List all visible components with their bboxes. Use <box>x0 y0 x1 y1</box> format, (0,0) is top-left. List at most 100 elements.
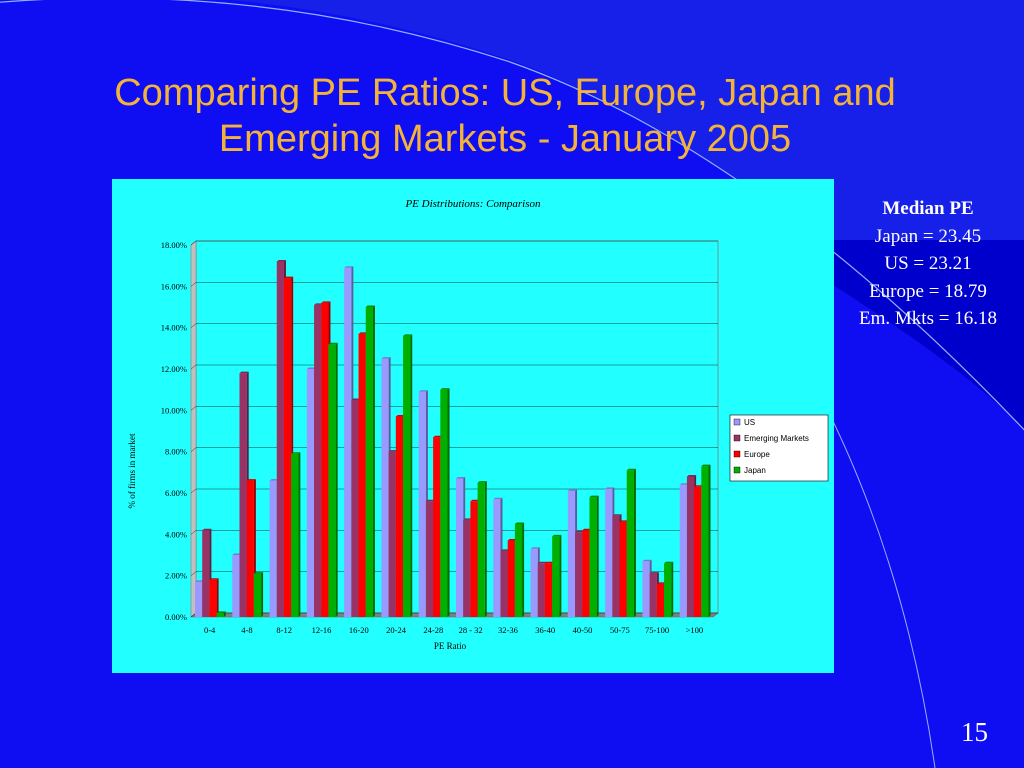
y-tick-label: 6.00% <box>165 488 187 498</box>
y-tick-label: 10.00% <box>161 405 187 415</box>
bar-top <box>664 561 674 564</box>
bar-face <box>701 466 709 617</box>
bar-face <box>605 488 613 617</box>
bar-face <box>552 536 560 617</box>
bar-face <box>440 389 448 617</box>
bar-top <box>537 561 547 564</box>
bars <box>195 260 711 617</box>
bar-face <box>232 555 240 617</box>
bar-top <box>507 539 517 541</box>
x-tick-label: 24-28 <box>423 625 443 635</box>
bar-face <box>291 453 299 617</box>
bar-top <box>276 260 286 262</box>
bar-face <box>276 261 284 617</box>
gridline-side <box>190 530 197 535</box>
background-curve-line-lower <box>819 394 936 768</box>
legend-box <box>729 414 829 482</box>
legend-label: Emerging Markets <box>744 434 809 443</box>
bar-top <box>493 497 503 500</box>
bar-top <box>619 520 629 522</box>
bar-face <box>321 302 329 617</box>
y-tick-labels: 0.00% 2.00% 4.00% 6.00% 8.00% 10.00% 12.00% 14.… <box>161 240 187 622</box>
bar-top <box>403 334 413 336</box>
x-tick-label: 36-40 <box>535 625 555 635</box>
bar-face <box>246 480 254 617</box>
bar-top <box>686 474 697 477</box>
bar <box>552 534 562 617</box>
bar-side <box>596 495 599 617</box>
x-tick-label: 0-4 <box>204 625 216 635</box>
bar-face <box>358 333 366 617</box>
pe-distribution-chart: PE Distributions: Comparison % of firms … <box>127 198 829 651</box>
bar-top <box>612 514 622 516</box>
bar-top <box>232 553 242 555</box>
bar <box>626 468 636 617</box>
median-pe-japan: Japan = 23.45 <box>874 225 982 247</box>
bar <box>514 522 525 617</box>
bar-face <box>253 573 262 617</box>
x-tick-label: >100 <box>686 625 704 635</box>
bar-top <box>381 357 391 359</box>
bar-top <box>358 332 368 334</box>
bar-face <box>351 400 359 617</box>
y-tick-label: 12.00% <box>161 364 187 374</box>
y-tick-label: 8.00% <box>165 447 187 457</box>
x-tick-label: 32-36 <box>498 625 518 635</box>
legend-label: Japan <box>744 466 766 475</box>
bar-face <box>493 499 501 617</box>
bar-face <box>433 437 441 617</box>
bar-top <box>344 266 354 268</box>
y-tick-label: 14.00% <box>161 323 187 333</box>
y-tick-label: 18.00% <box>161 240 187 250</box>
bar-side <box>671 561 674 617</box>
bar-face <box>403 335 411 617</box>
bar-face <box>418 391 426 617</box>
bar-side <box>708 464 711 617</box>
bar <box>477 481 487 617</box>
bar-face <box>388 451 396 617</box>
bar-top <box>253 572 264 574</box>
background-dark-wedge <box>760 240 1024 430</box>
bar <box>328 342 338 617</box>
bar-face <box>686 476 695 617</box>
bar-top <box>202 528 212 531</box>
bar-face <box>589 497 597 617</box>
legend-swatch <box>733 450 741 458</box>
x-tick-labels: 0-4 4-8 8-12 12-16 16-20 20-24 24-28 28 - 32 32-… <box>204 625 703 635</box>
bar-side <box>522 522 525 617</box>
gridline-side <box>190 447 197 452</box>
bar-top <box>283 276 294 279</box>
bar-top <box>656 582 667 584</box>
bar-top <box>626 468 636 471</box>
page-number: 15 <box>961 717 988 747</box>
bar-face <box>269 480 277 617</box>
bar-top <box>306 367 317 369</box>
bar-face <box>575 532 583 617</box>
bar <box>589 495 599 617</box>
bar-side <box>559 534 562 617</box>
bar-top <box>314 303 324 305</box>
legend: US Emerging Markets Europe Japan <box>729 414 829 482</box>
x-tick-label: 12-16 <box>312 625 332 635</box>
bar-face <box>395 416 404 617</box>
bar <box>216 611 226 617</box>
bar-face <box>365 307 373 617</box>
bar-face <box>664 563 672 617</box>
x-tick-label: 75-100 <box>645 625 669 635</box>
bar <box>440 388 450 617</box>
bar-face <box>209 579 217 617</box>
bar-top <box>552 534 562 537</box>
legend-swatch <box>733 418 741 426</box>
bar-face <box>642 561 650 617</box>
bar-side <box>410 334 413 617</box>
background-swoosh-shape <box>231 0 1024 430</box>
bar-top <box>440 388 450 390</box>
bar-top <box>246 479 256 481</box>
bar-face <box>314 304 322 617</box>
bar-side <box>298 452 301 617</box>
bar-top <box>514 522 525 524</box>
bar-face <box>582 530 590 617</box>
bar-face <box>514 524 523 617</box>
bar-face <box>537 563 545 617</box>
slide-title-line-1: Comparing PE Ratios: US, Europe, Japan a… <box>114 72 896 114</box>
